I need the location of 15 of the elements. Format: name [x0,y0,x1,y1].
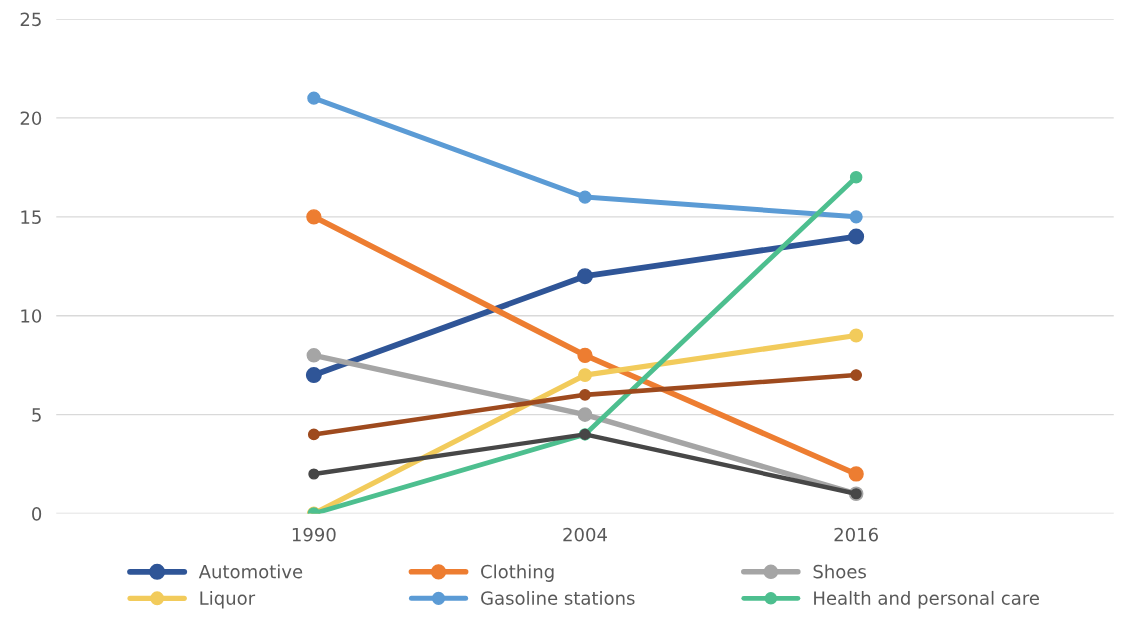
legend-label: Automotive [198,564,303,579]
y-tick-label: 15 [21,210,41,224]
x-tick-label: 2004 [563,527,607,542]
legend-label: Clothing [481,564,554,582]
legend-label: Liquor [200,590,256,609]
legend-label: Shoes [813,564,866,579]
y-tick-label: 10 [21,309,42,323]
y-tick-label: 20 [20,111,42,126]
legend-label: Gasoline stations [481,590,635,605]
y-tick-label: 25 [20,12,41,27]
legend-label: Health and personal care [814,590,1039,609]
x-tick-label: 2016 [834,527,878,542]
y-tick-label: 0 [32,507,42,521]
x-tick-label: 1990 [292,527,336,542]
y-tick-label: 5 [32,408,41,422]
